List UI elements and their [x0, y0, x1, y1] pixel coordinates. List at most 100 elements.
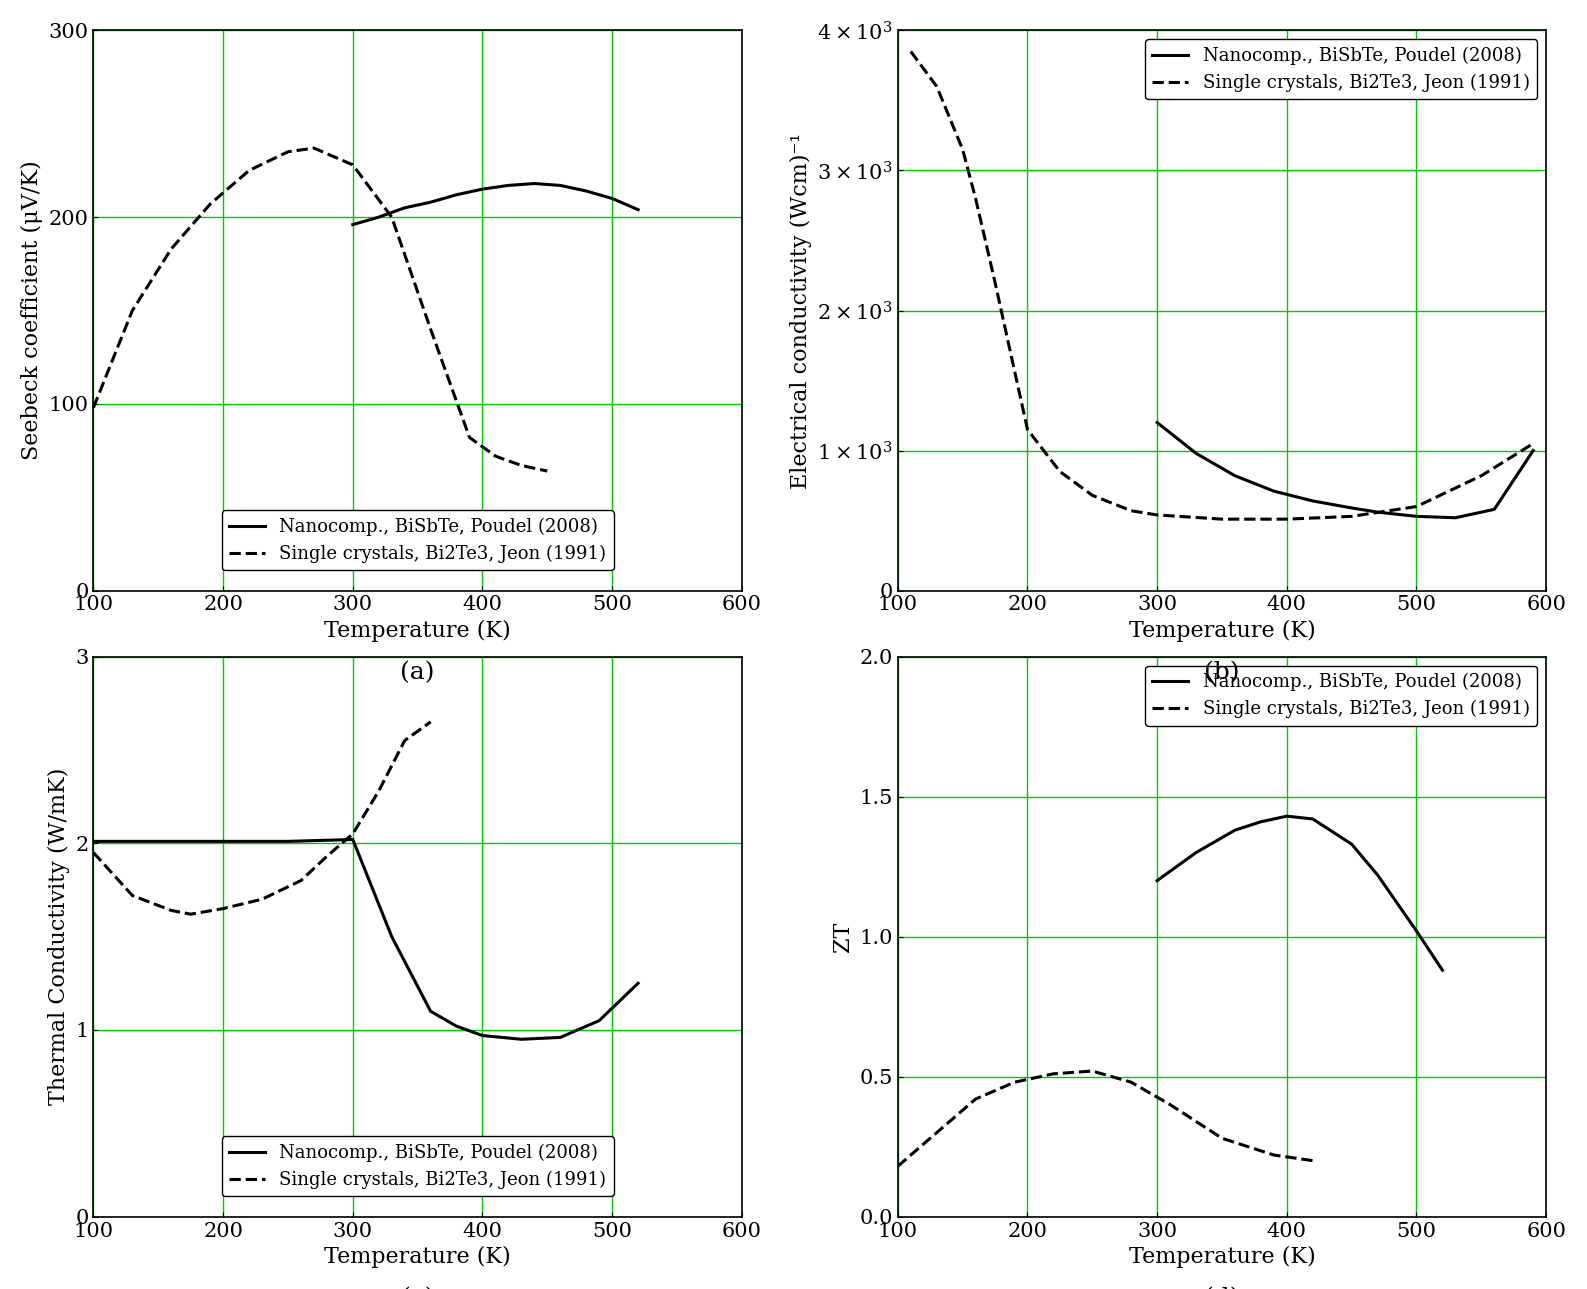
Single crystals, Bi2Te3, Jeon (1991) — [901, 44, 920, 59]
Single crystals, Bi2Te3, Jeon (1991) — [122, 303, 141, 318]
Text: (d): (d) — [1205, 1288, 1239, 1289]
Nanocomp., BiSbTe, Poudel (2008) — [1265, 483, 1284, 499]
Text: (a): (a) — [400, 661, 435, 684]
Nanocomp., BiSbTe, Poudel (2008) — [370, 209, 389, 224]
Nanocomp., BiSbTe, Poudel (2008) — [1278, 808, 1297, 824]
Text: (c): (c) — [402, 1288, 435, 1289]
Legend: Nanocomp., BiSbTe, Poudel (2008), Single crystals, Bi2Te3, Jeon (1991): Nanocomp., BiSbTe, Poudel (2008), Single… — [1146, 40, 1538, 99]
Single crystals, Bi2Te3, Jeon (1991) — [305, 141, 324, 156]
Single crystals, Bi2Te3, Jeon (1991) — [927, 79, 946, 94]
Single crystals, Bi2Te3, Jeon (1991) — [1122, 1075, 1141, 1090]
Nanocomp., BiSbTe, Poudel (2008) — [343, 217, 362, 232]
Single crystals, Bi2Te3, Jeon (1991) — [1147, 507, 1166, 522]
Nanocomp., BiSbTe, Poudel (2008) — [278, 834, 297, 849]
Nanocomp., BiSbTe, Poudel (2008) — [473, 1027, 492, 1043]
Single crystals, Bi2Te3, Jeon (1991) — [1005, 1075, 1024, 1090]
Nanocomp., BiSbTe, Poudel (2008) — [628, 976, 647, 991]
Single crystals, Bi2Te3, Jeon (1991) — [382, 209, 402, 224]
Nanocomp., BiSbTe, Poudel (2008) — [1187, 844, 1206, 860]
Single crystals, Bi2Te3, Jeon (1991) — [966, 191, 986, 206]
Nanocomp., BiSbTe, Poudel (2008) — [1343, 500, 1362, 516]
Line: Nanocomp., BiSbTe, Poudel (2008): Nanocomp., BiSbTe, Poudel (2008) — [352, 183, 638, 224]
Single crystals, Bi2Te3, Jeon (1991) — [181, 906, 200, 922]
Nanocomp., BiSbTe, Poudel (2008) — [551, 178, 570, 193]
Nanocomp., BiSbTe, Poudel (2008) — [343, 831, 362, 847]
Single crystals, Bi2Te3, Jeon (1991) — [1265, 1147, 1284, 1163]
X-axis label: Temperature (K): Temperature (K) — [1128, 620, 1316, 642]
Single crystals, Bi2Te3, Jeon (1991) — [1278, 512, 1297, 527]
Nanocomp., BiSbTe, Poudel (2008) — [1343, 837, 1362, 852]
Legend: Nanocomp., BiSbTe, Poudel (2008), Single crystals, Bi2Te3, Jeon (1991): Nanocomp., BiSbTe, Poudel (2008), Single… — [222, 510, 614, 570]
Nanocomp., BiSbTe, Poudel (2008) — [1225, 468, 1244, 483]
Single crystals, Bi2Te3, Jeon (1991) — [421, 321, 440, 336]
Nanocomp., BiSbTe, Poudel (2008) — [1446, 510, 1465, 526]
Nanocomp., BiSbTe, Poudel (2008) — [1225, 822, 1244, 838]
Single crystals, Bi2Te3, Jeon (1991) — [317, 848, 336, 864]
Single crystals, Bi2Te3, Jeon (1991) — [966, 1092, 986, 1107]
Y-axis label: Thermal Conductivity (W/mK): Thermal Conductivity (W/mK) — [48, 768, 70, 1105]
Nanocomp., BiSbTe, Poudel (2008) — [1368, 504, 1387, 519]
Nanocomp., BiSbTe, Poudel (2008) — [421, 1004, 440, 1020]
Nanocomp., BiSbTe, Poudel (2008) — [1433, 963, 1452, 978]
Nanocomp., BiSbTe, Poudel (2008) — [1252, 815, 1271, 830]
Single crystals, Bi2Te3, Jeon (1991) — [538, 463, 557, 478]
Nanocomp., BiSbTe, Poudel (2008) — [421, 195, 440, 210]
Nanocomp., BiSbTe, Poudel (2008) — [1303, 811, 1322, 826]
Nanocomp., BiSbTe, Poudel (2008) — [149, 834, 168, 849]
Nanocomp., BiSbTe, Poudel (2008) — [395, 200, 414, 215]
Nanocomp., BiSbTe, Poudel (2008) — [628, 202, 647, 218]
X-axis label: Temperature (K): Temperature (K) — [324, 620, 511, 642]
Nanocomp., BiSbTe, Poudel (2008) — [1147, 415, 1166, 431]
Y-axis label: Electrical conductivity (Wcm)⁻¹: Electrical conductivity (Wcm)⁻¹ — [790, 133, 811, 489]
Single crystals, Bi2Te3, Jeon (1991) — [1082, 487, 1101, 503]
Single crystals, Bi2Te3, Jeon (1991) — [986, 275, 1005, 290]
Single crystals, Bi2Te3, Jeon (1991) — [1044, 1066, 1063, 1081]
Single crystals, Bi2Te3, Jeon (1991) — [292, 873, 311, 888]
Nanocomp., BiSbTe, Poudel (2008) — [1368, 867, 1387, 883]
Nanocomp., BiSbTe, Poudel (2008) — [1485, 501, 1504, 517]
Single crystals, Bi2Te3, Jeon (1991) — [370, 784, 389, 799]
Nanocomp., BiSbTe, Poudel (2008) — [382, 929, 402, 945]
Single crystals, Bi2Te3, Jeon (1991) — [460, 429, 479, 445]
Single crystals, Bi2Te3, Jeon (1991) — [214, 901, 233, 916]
Line: Nanocomp., BiSbTe, Poudel (2008): Nanocomp., BiSbTe, Poudel (2008) — [94, 839, 638, 1039]
Single crystals, Bi2Te3, Jeon (1991) — [252, 892, 271, 907]
Y-axis label: ZT: ZT — [832, 922, 854, 951]
Nanocomp., BiSbTe, Poudel (2008) — [1524, 443, 1543, 459]
Single crystals, Bi2Te3, Jeon (1991) — [343, 826, 362, 842]
Text: (b): (b) — [1205, 661, 1239, 684]
Single crystals, Bi2Te3, Jeon (1991) — [1212, 1130, 1232, 1146]
Legend: Nanocomp., BiSbTe, Poudel (2008), Single crystals, Bi2Te3, Jeon (1991): Nanocomp., BiSbTe, Poudel (2008), Single… — [1146, 665, 1538, 726]
Single crystals, Bi2Te3, Jeon (1991) — [1524, 436, 1543, 451]
Single crystals, Bi2Te3, Jeon (1991) — [200, 196, 219, 211]
Single crystals, Bi2Te3, Jeon (1991) — [513, 458, 532, 473]
Single crystals, Bi2Te3, Jeon (1991) — [1212, 512, 1232, 527]
Nanocomp., BiSbTe, Poudel (2008) — [498, 178, 517, 193]
Single crystals, Bi2Te3, Jeon (1991) — [1017, 422, 1036, 437]
Single crystals, Bi2Te3, Jeon (1991) — [122, 888, 141, 904]
Single crystals, Bi2Te3, Jeon (1991) — [1051, 464, 1070, 480]
Nanocomp., BiSbTe, Poudel (2008) — [448, 187, 467, 202]
Line: Single crystals, Bi2Te3, Jeon (1991): Single crystals, Bi2Te3, Jeon (1991) — [898, 1071, 1312, 1167]
Nanocomp., BiSbTe, Poudel (2008) — [1303, 494, 1322, 509]
Nanocomp., BiSbTe, Poudel (2008) — [1408, 923, 1427, 938]
Single crystals, Bi2Te3, Jeon (1991) — [1082, 1063, 1101, 1079]
Line: Single crystals, Bi2Te3, Jeon (1991): Single crystals, Bi2Te3, Jeon (1991) — [94, 722, 430, 914]
Single crystals, Bi2Te3, Jeon (1991) — [278, 144, 297, 160]
Line: Single crystals, Bi2Te3, Jeon (1991): Single crystals, Bi2Te3, Jeon (1991) — [911, 52, 1533, 519]
Single crystals, Bi2Te3, Jeon (1991) — [1303, 1152, 1322, 1168]
Single crystals, Bi2Te3, Jeon (1991) — [486, 449, 505, 464]
Single crystals, Bi2Te3, Jeon (1991) — [1471, 468, 1490, 483]
Single crystals, Bi2Te3, Jeon (1991) — [1122, 503, 1141, 518]
Nanocomp., BiSbTe, Poudel (2008) — [1147, 873, 1166, 888]
Single crystals, Bi2Te3, Jeon (1991) — [421, 714, 440, 730]
Single crystals, Bi2Te3, Jeon (1991) — [927, 1125, 946, 1141]
Nanocomp., BiSbTe, Poudel (2008) — [576, 183, 595, 199]
Single crystals, Bi2Te3, Jeon (1991) — [954, 142, 973, 157]
Nanocomp., BiSbTe, Poudel (2008) — [551, 1030, 570, 1045]
Y-axis label: Seebeck coefficient (μV/K): Seebeck coefficient (μV/K) — [21, 161, 43, 460]
Single crystals, Bi2Te3, Jeon (1991) — [84, 844, 103, 860]
Nanocomp., BiSbTe, Poudel (2008) — [525, 175, 544, 191]
Nanocomp., BiSbTe, Poudel (2008) — [603, 191, 622, 206]
Single crystals, Bi2Te3, Jeon (1991) — [343, 157, 362, 173]
